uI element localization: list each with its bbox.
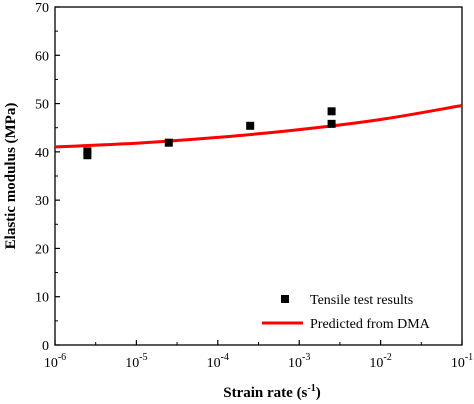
tensile-test-point [164,138,173,147]
x-tick-label-base: 10 [288,356,302,371]
x-tick-label-exponent: -3 [302,352,310,363]
x-axis-label-tail: ) [316,385,321,401]
legend-label: Tensile test results [310,293,413,308]
y-tick-label: 0 [42,339,49,354]
x-tick-label-base: 10 [125,356,139,371]
x-tick-label: 10-1 [451,352,473,371]
x-tick-label-exponent: -6 [58,352,66,363]
x-axis-label-exponent: -1 [307,383,315,394]
x-axis-label: Strain rate (s-1) [223,383,321,401]
x-tick-label: 10-4 [207,352,229,371]
y-tick-label: 10 [35,291,49,306]
y-axis-label: Elastic modulus (MPa) [3,103,19,250]
x-tick-label-base: 10 [369,356,383,371]
tensile-test-point [327,119,336,128]
y-tick-label: 60 [35,49,49,64]
x-tick-label-base: 10 [451,356,465,371]
x-tick-label-exponent: -5 [139,352,147,363]
legend-marker-square [281,295,289,303]
x-tick-label: 10-3 [288,352,310,371]
y-tick-label: 40 [35,146,49,161]
x-tick-label-exponent: -2 [383,352,391,363]
x-axis-label-base: Strain rate (s [223,385,307,401]
x-tick-label: 10-6 [44,352,66,371]
legend-label: Predicted from DMA [310,317,431,332]
x-tick-label: 10-5 [125,352,147,371]
x-tick-label-base: 10 [207,356,221,371]
tensile-test-point [327,107,336,116]
dma-prediction-line [54,104,463,149]
x-tick-label-exponent: -1 [465,352,473,363]
x-tick-label-exponent: -4 [221,352,229,363]
tensile-test-point [246,121,255,130]
x-tick-label-base: 10 [44,356,58,371]
y-tick-label: 50 [35,98,49,113]
y-tick-label: 20 [35,242,49,257]
y-tick-label: 30 [35,194,49,209]
tensile-test-point [83,147,92,156]
y-tick-label: 70 [35,1,49,16]
x-tick-label: 10-2 [369,352,391,371]
